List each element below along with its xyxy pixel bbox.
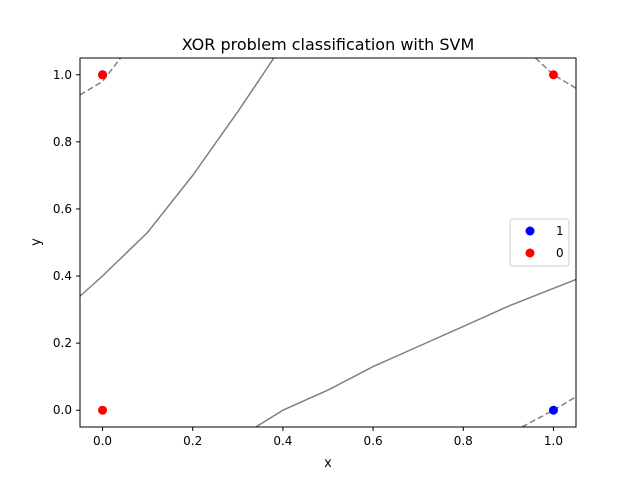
decision-boundary-1 [255,278,576,427]
point-class-0-1 [98,405,108,415]
margin-curve-4 [521,396,576,427]
legend: 10 [509,218,570,267]
legend-marker-0 [525,248,535,258]
x-axis-label: x [324,456,332,471]
y-tick-label: 0.6 [53,202,72,216]
y-tick-label: 1.0 [53,68,72,82]
legend-label-0: 0 [556,246,564,260]
x-axis: 0.0 0.2 0.4 0.6 0.8 1.0 [93,427,563,448]
legend-label-1: 1 [556,224,564,238]
plot-area [80,58,576,427]
legend-box [509,218,570,267]
y-axis-label: y [29,238,44,246]
x-tick-label: 0.6 [364,434,383,448]
x-tick-label: 1.0 [544,434,563,448]
x-tick-label: 0.0 [93,434,112,448]
point-class-0-0 [98,70,108,80]
decision-boundary-0 [80,58,275,297]
y-axis: 0.0 0.2 0.4 0.6 0.8 1.0 [53,68,80,417]
y-tick-label: 0.2 [53,336,72,350]
point-class-0-2 [548,70,558,80]
x-tick-label: 0.4 [273,434,292,448]
point-class-1-1 [548,405,558,415]
axes-frame [79,57,577,428]
margin-curve-2 [80,58,122,96]
legend-marker-1 [525,226,535,236]
x-tick-label: 0.2 [183,434,202,448]
x-tick-label: 0.8 [454,434,473,448]
y-tick-label: 0.8 [53,135,72,149]
y-tick-label: 0.4 [53,269,72,283]
chart-title: XOR problem classification with SVM [182,35,475,54]
y-tick-label: 0.0 [53,403,72,417]
